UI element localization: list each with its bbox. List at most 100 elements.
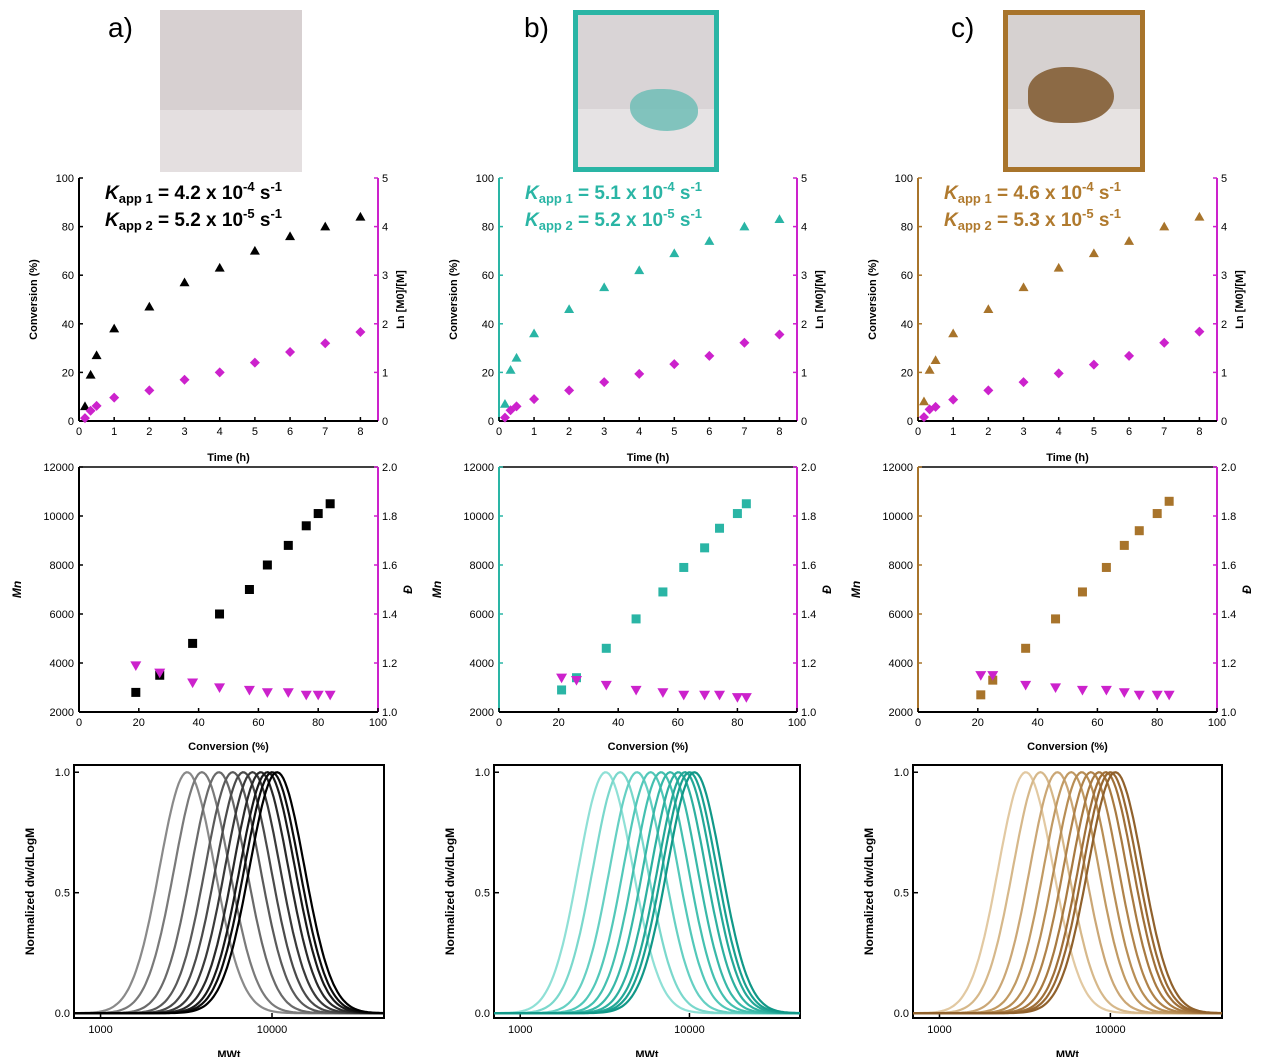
kinetics-1-ytick-label: 80 [482, 222, 494, 234]
dispersity-point [600, 680, 612, 691]
dispersity-point [261, 688, 273, 698]
conversion-point [948, 328, 959, 338]
mwd-ytick-label: 0.0 [55, 1008, 70, 1020]
ln-m0-m-point [634, 368, 645, 379]
conversion-point [214, 262, 225, 272]
kinetics-0-xtick-label: 1 [111, 426, 117, 438]
mn-point [679, 562, 689, 572]
kinetics-0-y2tick-label: 0 [382, 416, 388, 428]
dispersity-point [714, 690, 726, 701]
mn-point [1051, 614, 1061, 624]
ln-m0-m-point [214, 367, 225, 378]
mwd-curve [913, 771, 1223, 1015]
kinetics-1-xtick-label: 1 [531, 426, 537, 438]
kinetics-0-xtick-label: 3 [181, 426, 187, 438]
k-unit-exponent: -1 [270, 206, 282, 221]
kinetics-1-xtick-label: 7 [741, 426, 747, 438]
mn-2-xtick-label: 20 [972, 717, 984, 729]
kinetics-0-xtick-label: 6 [287, 426, 293, 438]
ln-m0-m-point [179, 374, 190, 385]
k-subscript: app 1 [119, 191, 153, 206]
ln-m0-m-point [1124, 350, 1135, 361]
dispersity-point [187, 678, 199, 689]
ln-m0-m-point [109, 392, 120, 403]
mn-1-ytick-label: 8000 [470, 560, 494, 572]
mwd-curve [494, 771, 800, 1015]
dispersity-point [300, 690, 312, 701]
k-unit-exponent: -1 [1109, 206, 1121, 221]
mn-2-ytick-label: 12000 [882, 462, 913, 474]
mn-1-ytick-label: 4000 [470, 658, 494, 670]
dispersity-point [154, 668, 166, 679]
k-exponent: -5 [663, 206, 675, 221]
mn-2-ytick-label: 10000 [882, 511, 913, 523]
ln-m0-m-point [1018, 377, 1029, 388]
mn-1-xtick-label: 80 [731, 717, 743, 729]
mn-1-y2tick-label: 1.6 [801, 560, 816, 572]
kinetics-0-ytick-label: 0 [68, 416, 74, 428]
dispersity-point [556, 673, 568, 684]
kinetics-0-y2tick-label: 1 [382, 367, 388, 379]
sample-powder-c [1028, 67, 1114, 123]
mn-ylabel: Mn [10, 581, 24, 598]
rate-constant-label: Kapp 1 = 5.1 x 10-4 s-1 [525, 179, 702, 206]
ln-m0-m-point [669, 359, 680, 370]
kinetics-2-ytick-label: 100 [895, 173, 913, 185]
conversion-point [1018, 282, 1029, 292]
mn-2-y2tick-label: 1.4 [1221, 609, 1236, 621]
kinetics-2-xtick-label: 7 [1161, 426, 1167, 438]
mwd-xtick-label: 1000 [508, 1024, 532, 1036]
dispersity-ylabel: Đ [1240, 585, 1254, 594]
sample-photo-c [1003, 10, 1145, 172]
kinetics-2-y2tick-label: 0 [1221, 416, 1227, 428]
mn-1-ytick-label: 6000 [470, 609, 494, 621]
kinetics-0-y2tick-label: 5 [382, 173, 388, 185]
mn-0-ytick-label: 6000 [50, 609, 74, 621]
mn-1-xtick-label: 100 [788, 717, 806, 729]
rate-constant-label: Kapp 2 = 5.3 x 10-5 s-1 [944, 206, 1121, 233]
kinetics-2-xtick-label: 3 [1020, 426, 1026, 438]
conversion-point [599, 282, 610, 292]
ln-m0-m-point [1159, 337, 1170, 348]
dispersity-point [1163, 690, 1175, 701]
mn-0-xtick-label: 0 [76, 717, 82, 729]
kinetics-0-ytick-label: 40 [62, 319, 74, 331]
dispersity-point [699, 690, 711, 701]
mwd-xtick-label: 1000 [88, 1024, 112, 1036]
kinetics-2-xtick-label: 4 [1056, 426, 1062, 438]
k-unit-exponent: -1 [690, 179, 702, 194]
conversion-point [529, 328, 540, 338]
conversion-point [918, 396, 929, 406]
mn-0-ytick-label: 4000 [50, 658, 74, 670]
panel-label-a: a) [108, 12, 133, 43]
k-symbol: K [105, 183, 120, 204]
conversion-point [91, 350, 102, 360]
conversion-point [774, 214, 785, 224]
mwd-xtick-label: 10000 [1095, 1024, 1126, 1036]
kinetics-ylabel: Conversion (%) [28, 259, 40, 340]
k-unit-exponent: -1 [1109, 179, 1121, 194]
mn-0-y2tick-label: 1.0 [382, 707, 397, 719]
mn-0-xtick-label: 40 [192, 717, 204, 729]
mn-1-y2tick-label: 1.4 [801, 609, 816, 621]
mn-point [1101, 562, 1111, 572]
kinetics-1-xtick-label: 0 [496, 426, 502, 438]
mn-2-y2tick-label: 1.6 [1221, 560, 1236, 572]
kinetics-2-xtick-label: 1 [950, 426, 956, 438]
ln-m0-m-point [774, 329, 785, 340]
mn-2-xtick-label: 100 [1208, 717, 1226, 729]
mn-point [188, 638, 198, 648]
conversion-point [320, 221, 331, 231]
mwd-ytick-label: 1.0 [55, 767, 70, 779]
kinetics-1-y2tick-label: 5 [801, 173, 807, 185]
conversion-point [1124, 236, 1135, 245]
mn-point [325, 499, 335, 509]
kinetics-1-xtick-label: 5 [671, 426, 677, 438]
mn-point [631, 614, 641, 624]
ln-m0-m-point [1194, 326, 1205, 337]
k-exponent: -4 [1082, 179, 1094, 194]
dispersity-point [1050, 683, 1062, 693]
kinetics-y2label: Ln [M0]/[M] [1234, 270, 1246, 329]
kinetics-0-y2tick-label: 2 [382, 319, 388, 331]
